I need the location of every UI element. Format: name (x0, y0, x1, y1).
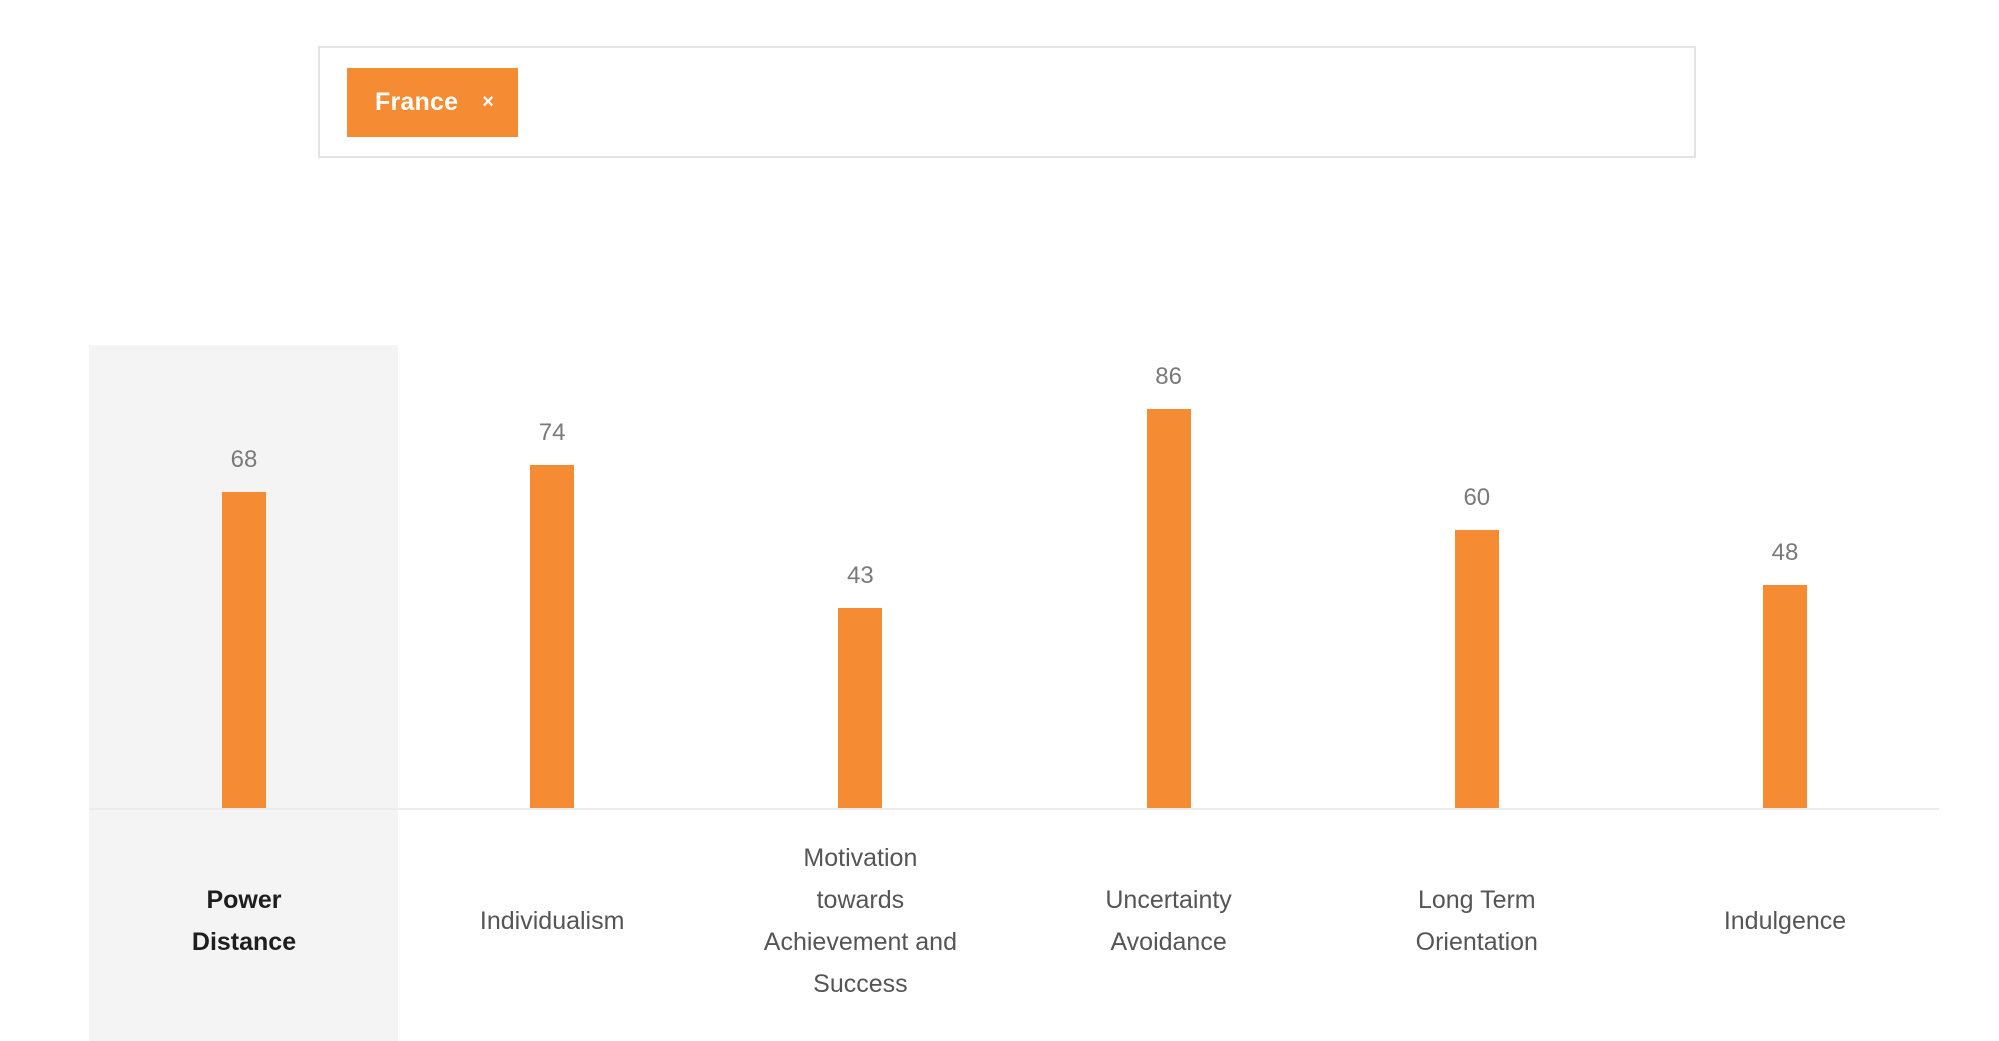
data-label: 74 (538, 418, 566, 446)
category-label-line: Motivation (803, 844, 918, 872)
category-label[interactable]: Individualism (432, 900, 672, 942)
bar-1[interactable] (530, 464, 575, 808)
data-label: 43 (847, 562, 874, 590)
bar-2[interactable] (838, 608, 883, 808)
bar-0[interactable] (222, 492, 266, 808)
category-label-line: Uncertainty (1105, 886, 1232, 914)
category-label-line: Success (813, 970, 908, 998)
bar-3[interactable] (1146, 408, 1191, 808)
category-label-line: Long Term (1417, 886, 1536, 914)
chart-baseline (89, 808, 1939, 810)
close-icon[interactable]: × (482, 91, 494, 113)
category-label[interactable]: Motivation towards Achievement and Success (740, 837, 980, 1005)
category-label-line: towards (816, 886, 905, 914)
category-label-line: Indulgence (1723, 907, 1847, 935)
data-label: 48 (1771, 539, 1799, 567)
category-label[interactable]: Power Distance (124, 879, 364, 963)
country-filter-input[interactable]: France × (318, 46, 1696, 158)
category-label-line: Orientation (1415, 928, 1538, 956)
category-label-line: Distance (191, 928, 297, 956)
category-label[interactable]: Long Term Orientation (1357, 879, 1597, 963)
data-label: 60 (1463, 483, 1491, 511)
country-tag-label: France (375, 88, 459, 116)
country-tag-france[interactable]: France × (347, 68, 518, 137)
category-label-line: Avoidance (1110, 928, 1227, 956)
bar-4[interactable] (1454, 529, 1499, 808)
category-label[interactable]: Indulgence (1665, 900, 1905, 942)
category-label[interactable]: Uncertainty Avoidance (1049, 879, 1289, 963)
category-label-line: Power (206, 886, 282, 914)
category-label-line: Achievement and (763, 928, 957, 956)
bar-5[interactable] (1763, 585, 1807, 808)
data-label: 86 (1155, 362, 1182, 390)
data-label: 68 (230, 446, 258, 474)
category-label-line: Individualism (479, 907, 625, 935)
